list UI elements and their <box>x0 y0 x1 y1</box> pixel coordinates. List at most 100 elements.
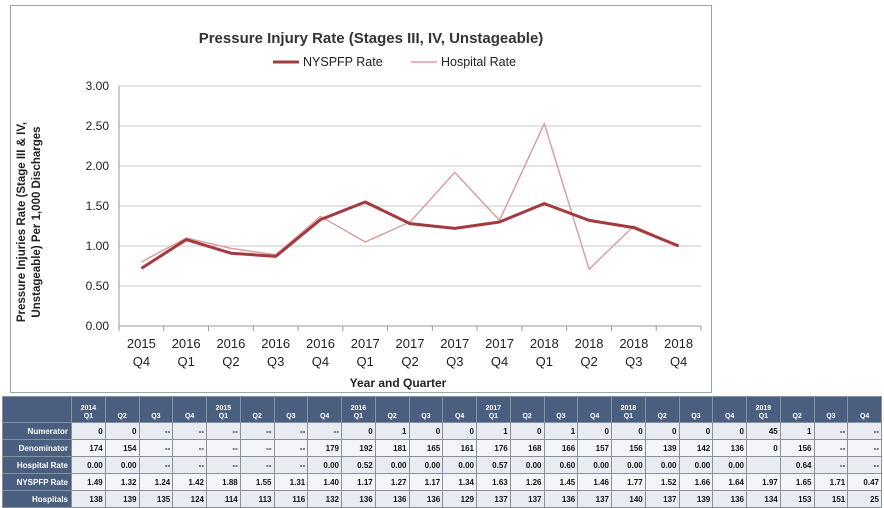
column-header-quarter: Q1 <box>623 413 634 420</box>
table-cell: 0 <box>712 422 747 440</box>
column-header-year: 2019 <box>755 405 772 412</box>
legend-label-hospital-rate: Hospital Rate <box>441 55 516 69</box>
table-column-header: Q4 <box>577 396 612 423</box>
x-tick-year: 2018 <box>619 336 648 351</box>
x-tick-year: 2016 <box>306 336 335 351</box>
table-row: Hospitals 138 139 135 124 114 113 116 132 136 136 1… <box>2 490 882 508</box>
table-column-header: 2018 Q1 <box>611 396 646 423</box>
column-header-quarter: Q4 <box>859 413 870 420</box>
table-cell: -- <box>813 439 849 457</box>
data-table: 2014 Q1 Q2 Q3 Q4 2015 Q1 Q2 Q3 Q4 2016 Q1 Q2 Q3 Q4 2017… <box>2 396 882 508</box>
table-cell: 1 <box>779 422 815 440</box>
table-column-header: Q3 <box>408 396 444 423</box>
table-column-header: Q3 <box>678 396 714 423</box>
table-cell: 0.00 <box>104 456 140 474</box>
table-row: NYSPFP Rate 1.49 1.32 1.24 1.42 1.88 1.55 1.31 1… <box>2 473 882 491</box>
table-column-header: 2015 Q1 <box>206 396 241 423</box>
table-cell: 139 <box>644 439 680 457</box>
table-column-header: Q3 <box>813 396 849 423</box>
table-cell <box>746 456 781 474</box>
row-label: Denominator <box>2 439 72 457</box>
table-cell: 114 <box>206 490 241 508</box>
column-header-quarter: Q2 <box>792 413 802 420</box>
table-column-header: Q4 <box>847 396 882 423</box>
x-tick-year: 2018 <box>530 336 559 351</box>
y-tick-label: 3.00 <box>86 79 110 93</box>
table-cell: 136 <box>374 490 410 508</box>
table-cell: -- <box>847 422 882 440</box>
x-tick-quarter: Q3 <box>625 354 642 369</box>
table-column-header: Q4 <box>172 396 207 423</box>
table-cell: 129 <box>442 490 477 508</box>
table-cell: 0.00 <box>644 456 680 474</box>
table-cell: 176 <box>476 439 511 457</box>
table-cell: 116 <box>273 490 309 508</box>
column-header-quarter: Q3 <box>691 413 701 420</box>
column-header-year: 2018 <box>620 405 637 412</box>
row-label: Hospitals <box>2 490 72 508</box>
column-header-quarter: Q2 <box>522 413 532 420</box>
table-column-header: 2019 Q1 <box>746 396 781 423</box>
table-cell: 166 <box>543 439 579 457</box>
y-tick-label: 2.50 <box>86 119 110 133</box>
table-cell: 165 <box>408 439 444 457</box>
table-column-header: Q2 <box>239 396 275 423</box>
table-column-header: Q3 <box>273 396 309 423</box>
table-cell: 1 <box>476 422 511 440</box>
table-cell: 1.66 <box>678 473 714 491</box>
table-cell: 192 <box>341 439 376 457</box>
column-header-quarter: Q3 <box>421 413 431 420</box>
x-tick-quarter: Q4 <box>312 354 329 369</box>
table-cell: 0.00 <box>408 456 444 474</box>
x-tick-quarter: Q1 <box>536 354 553 369</box>
table-cell: 0.64 <box>779 456 815 474</box>
x-tick-quarter: Q3 <box>267 354 284 369</box>
table-cell: 1.63 <box>476 473 511 491</box>
table-cell: 0 <box>644 422 680 440</box>
table-cell: -- <box>138 456 174 474</box>
table-cell: -- <box>138 439 174 457</box>
table-cell: 0.00 <box>611 456 646 474</box>
table-cell: 1.97 <box>746 473 781 491</box>
table-cell: 0.00 <box>678 456 714 474</box>
column-header-quarter: Q1 <box>353 413 364 420</box>
table-cell: -- <box>138 422 174 440</box>
table-cell: 1.64 <box>712 473 747 491</box>
column-header-quarter: Q4 <box>589 413 600 420</box>
table-cell: 0.00 <box>509 456 545 474</box>
x-tick-quarter: Q1 <box>177 354 194 369</box>
table-cell: 157 <box>577 439 612 457</box>
table-column-header: Q4 <box>712 396 747 423</box>
y-tick-label: 0.00 <box>86 319 110 333</box>
column-header-quarter: Q3 <box>286 413 296 420</box>
x-tick-quarter: Q2 <box>401 354 418 369</box>
x-tick-year: 2016 <box>261 336 290 351</box>
table-cell: -- <box>307 422 342 440</box>
table-row: Denominator 174 154 -- -- -- -- -- 179 192 181 165 1… <box>2 439 882 457</box>
x-tick-year: 2017 <box>440 336 469 351</box>
x-tick-year: 2017 <box>485 336 514 351</box>
column-header-quarter: Q3 <box>556 413 566 420</box>
table-cell: 151 <box>813 490 849 508</box>
table-cell: 0.00 <box>374 456 410 474</box>
table-column-header: 2017 Q1 <box>476 396 511 423</box>
table-cell: 0 <box>509 422 545 440</box>
x-axis-ticks: 2015 Q4 2016 Q1 2016 Q2 2016 Q3 2016 Q4 2017 Q1 2017… <box>118 326 702 369</box>
table-cell: 1.26 <box>509 473 545 491</box>
table-cell: -- <box>206 439 241 457</box>
chart-title: Pressure Injury Rate (Stages III, IV, Un… <box>199 30 544 47</box>
table-cell: 132 <box>307 490 342 508</box>
table-cell: 0.00 <box>442 456 477 474</box>
table-cell: 142 <box>678 439 714 457</box>
table-cell: 1.49 <box>71 473 106 491</box>
table-cell: 0 <box>408 422 444 440</box>
table-cell: 139 <box>104 490 140 508</box>
table-cell: 0 <box>104 422 140 440</box>
table-body: Numerator 0 0 -- -- -- -- -- -- 0 1 0 0 1 0 1 0 0 0 0 0 45 1 --… <box>2 422 882 508</box>
table-cell: -- <box>206 456 241 474</box>
table-cell: 140 <box>611 490 646 508</box>
column-header-quarter: Q1 <box>218 413 229 420</box>
table-cell: 179 <box>307 439 342 457</box>
table-cell: 1 <box>543 422 579 440</box>
table-column-header: Q2 <box>374 396 410 423</box>
